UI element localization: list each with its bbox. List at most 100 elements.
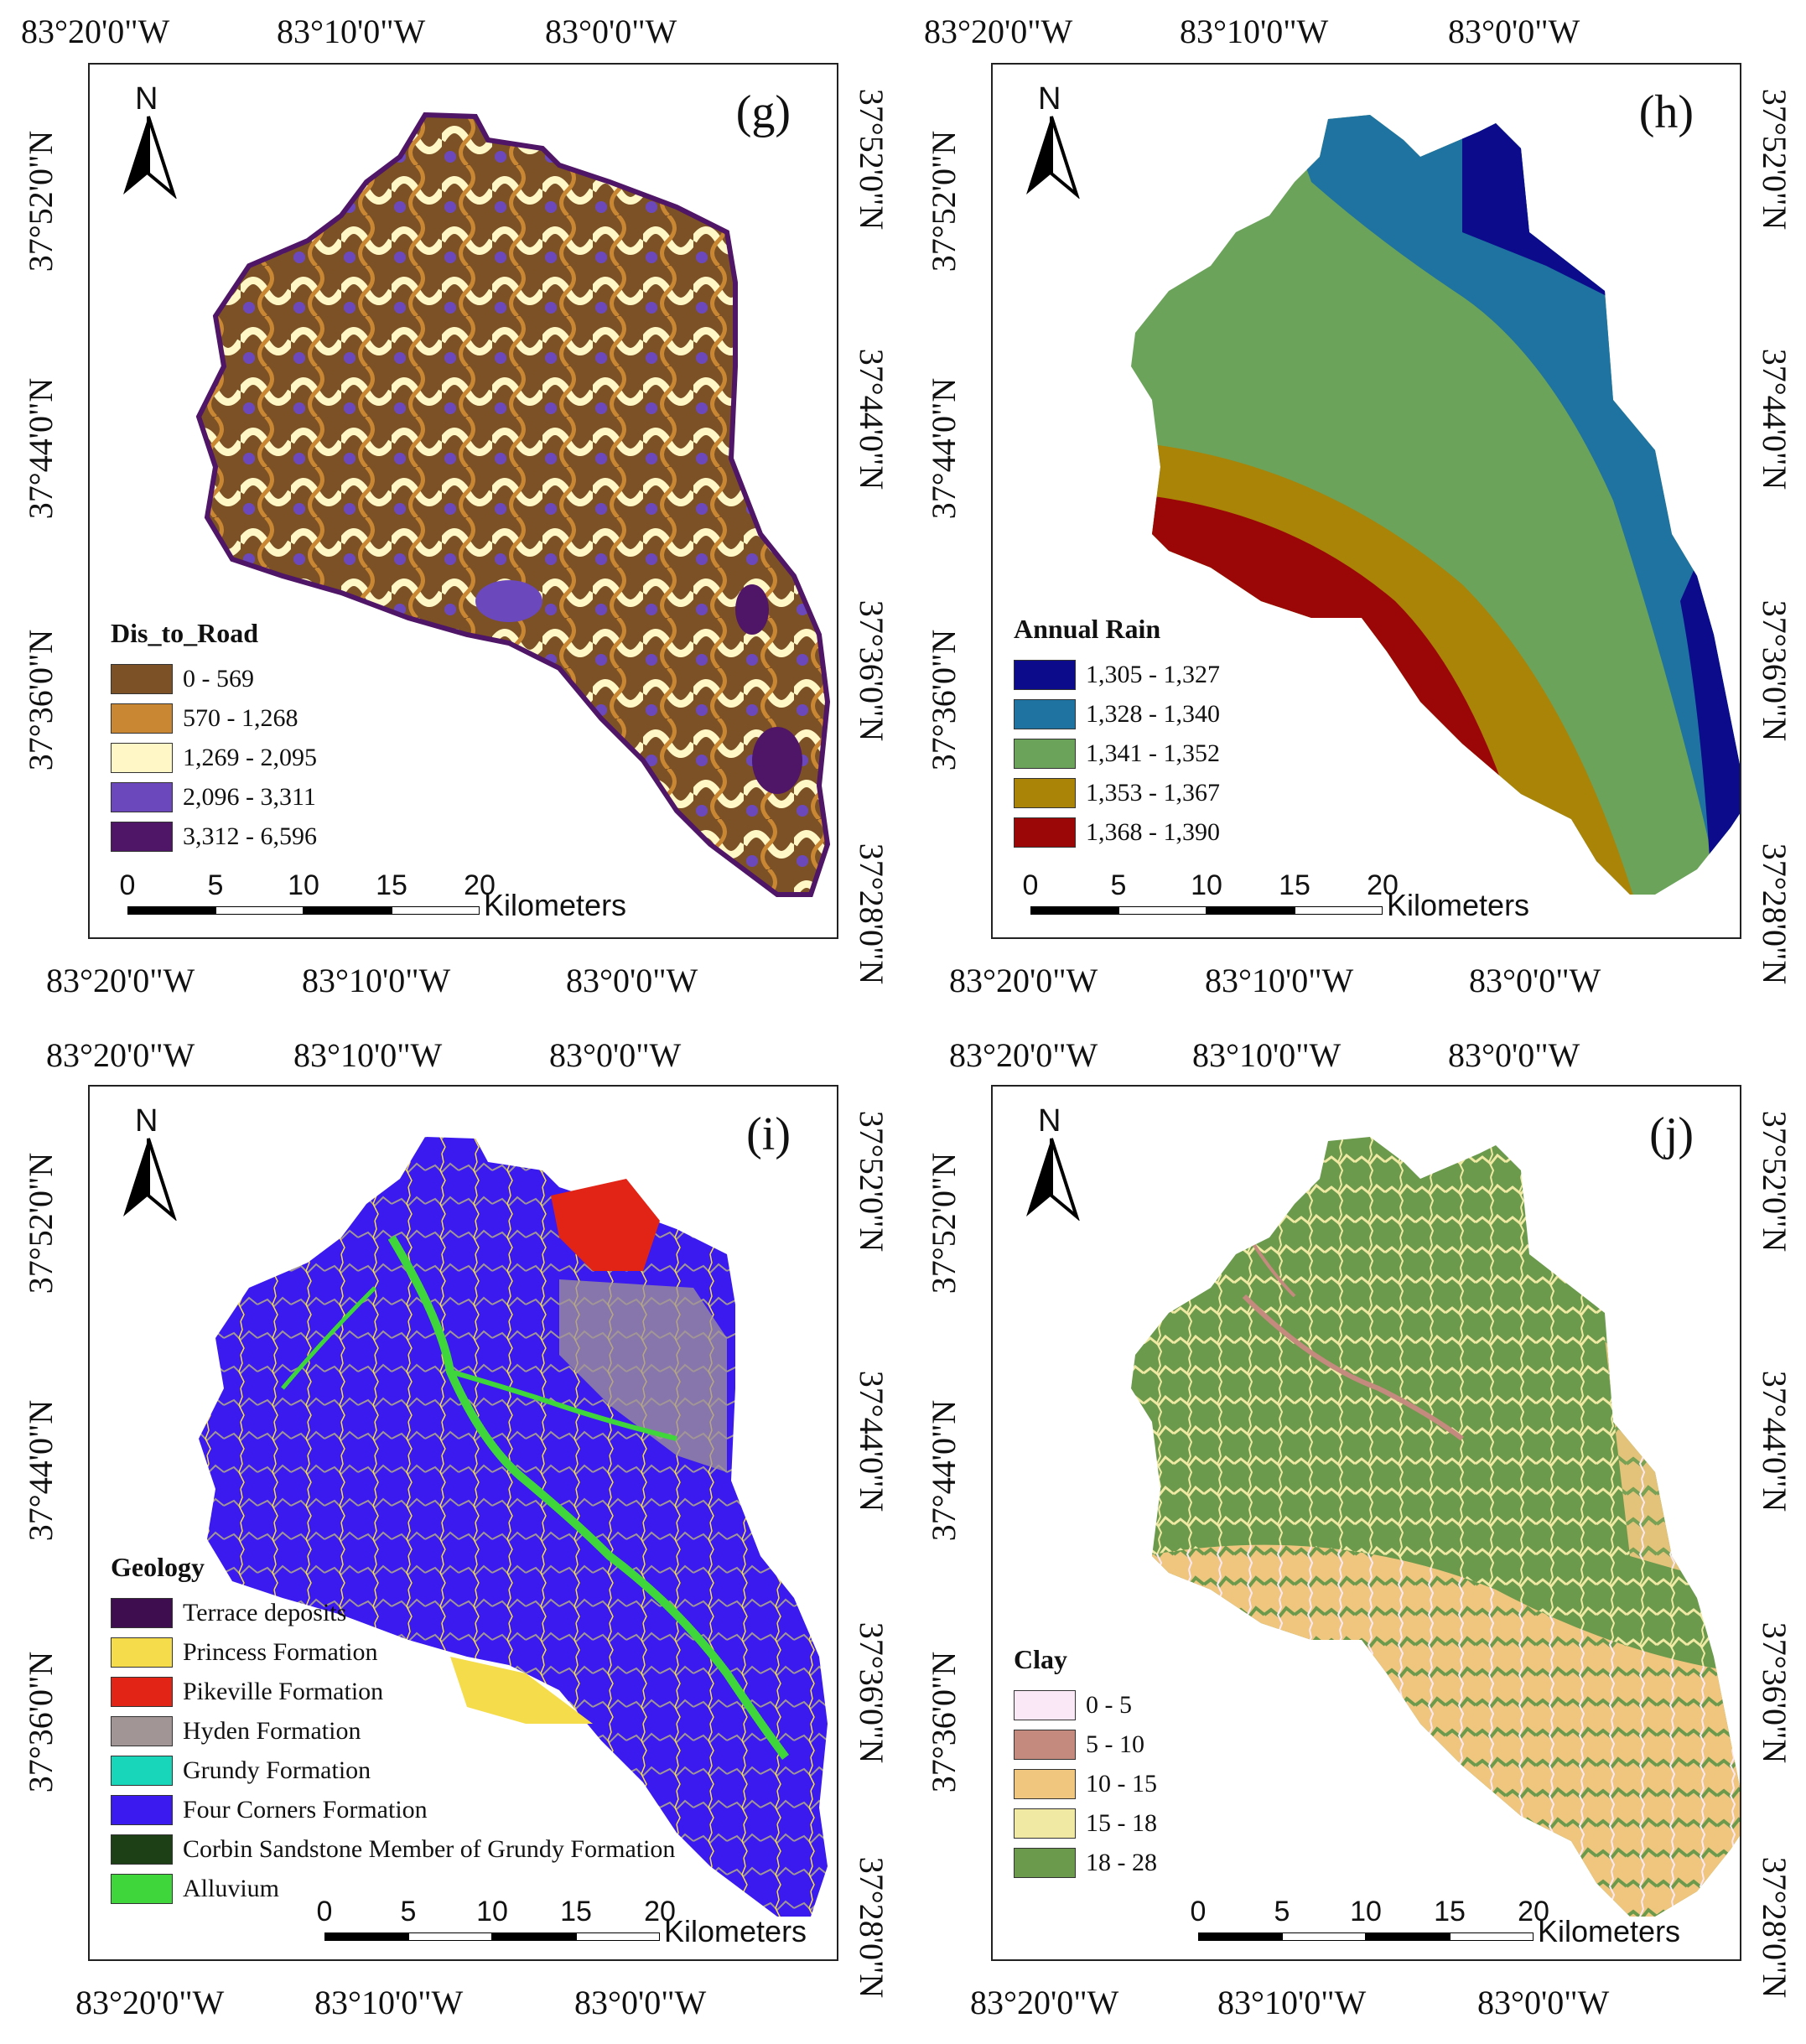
latitude-label: 37°36'0"N <box>1756 599 1794 742</box>
north-arrow-icon <box>123 1138 177 1221</box>
legend-item: 15 - 18 <box>1014 1803 1157 1843</box>
legend: Geology Terrace deposits Princess Format… <box>111 1552 675 1908</box>
legend-title: Clay <box>1014 1644 1067 1674</box>
legend-item: Corbin Sandstone Member of Grundy Format… <box>111 1829 675 1869</box>
longitude-label: 83°0'0"W <box>1448 13 1580 50</box>
hyden-area <box>559 1279 727 1472</box>
map-frame: N (j) Clay 0 - 5 5 - 10 10 - 15 15 - 18 … <box>991 1085 1741 1961</box>
legend-item: 1,341 - 1,352 <box>1014 734 1220 773</box>
legend-item: Princess Formation <box>111 1632 675 1672</box>
north-arrow: N <box>115 81 182 207</box>
legend-item: 0 - 5 <box>1014 1685 1157 1725</box>
longitude-label: 83°20'0"W <box>46 1036 195 1074</box>
panel-letter: (j) <box>1649 1108 1694 1160</box>
panel-j: N (j) Clay 0 - 5 5 - 10 10 - 15 15 - 18 … <box>903 1022 1806 2044</box>
panel-h: N (h) Annual Rain 1,305 - 1,327 1,328 - … <box>903 0 1806 1022</box>
latitude-label: 37°28'0"N <box>853 843 891 985</box>
latitude-label: 37°44'0"N <box>22 1399 60 1542</box>
distance-to-road-map <box>195 112 831 897</box>
longitude-label: 83°10'0"W <box>302 962 451 999</box>
legend-title: Geology <box>111 1552 205 1582</box>
legend: Annual Rain 1,305 - 1,327 1,328 - 1,340 … <box>1014 614 1220 852</box>
longitude-label: 83°10'0"W <box>277 13 426 50</box>
longitude-label: 83°0'0"W <box>549 1036 682 1074</box>
longitude-label: 83°20'0"W <box>924 13 1073 50</box>
legend-item: 1,353 - 1,367 <box>1014 773 1220 812</box>
legend-item: Four Corners Formation <box>111 1790 675 1829</box>
legend-item: Alluvium <box>111 1869 675 1908</box>
north-arrow-icon <box>1026 1138 1080 1221</box>
legend-item: 18 - 28 <box>1014 1843 1157 1882</box>
latitude-label: 37°36'0"N <box>1756 1621 1794 1764</box>
legend-item: Pikeville Formation <box>111 1672 675 1711</box>
north-label: N <box>1038 1103 1061 1139</box>
legend-item: 570 - 1,268 <box>111 698 317 738</box>
latitude-label: 37°36'0"N <box>853 599 891 742</box>
alluvium-river <box>387 1235 790 1760</box>
geology-map <box>199 1137 828 1917</box>
watershed-region <box>195 112 831 897</box>
clay-map <box>1131 1137 1740 1917</box>
legend-title: Annual Rain <box>1014 614 1161 644</box>
panel-letter: (i) <box>746 1108 791 1160</box>
longitude-label: 83°0'0"W <box>566 962 698 999</box>
scale-bar: 0 5 10 15 20 Kilometers <box>316 1896 807 1948</box>
longitude-label: 83°10'0"W <box>293 1036 443 1074</box>
latitude-label: 37°36'0"N <box>22 1651 60 1793</box>
latitude-label: 37°36'0"N <box>925 629 963 771</box>
longitude-label: 83°0'0"W <box>1448 1036 1580 1074</box>
north-arrow: N <box>1018 1103 1085 1229</box>
latitude-label: 37°52'0"N <box>925 130 963 272</box>
legend-item: Terrace deposits <box>111 1593 675 1632</box>
map-frame: N (i) Geology Terrace deposits Princess … <box>88 1085 838 1961</box>
pikeville-area <box>551 1179 660 1271</box>
north-arrow: N <box>1018 81 1085 207</box>
longitude-label: 83°10'0"W <box>314 1984 464 2021</box>
north-arrow: N <box>115 1103 182 1229</box>
scale-bar: 0 5 10 15 20 Kilometers <box>1022 869 1530 922</box>
legend: Dis_to_Road 0 - 569 570 - 1,268 1,269 - … <box>111 618 317 856</box>
legend-item: 1,305 - 1,327 <box>1014 655 1220 694</box>
longitude-label: 83°20'0"W <box>949 962 1098 999</box>
north-arrow-icon <box>1026 116 1080 199</box>
longitude-label: 83°0'0"W <box>1469 962 1601 999</box>
latitude-label: 37°44'0"N <box>925 377 963 520</box>
longitude-label: 83°10'0"W <box>1217 1984 1367 2021</box>
annual-rain-map <box>1131 115 1740 895</box>
legend-item: 1,269 - 2,095 <box>111 738 317 777</box>
map-frame: N (g) Dis_to_Road 0 - 569 570 - 1,268 1,… <box>88 63 838 939</box>
latitude-label: 37°36'0"N <box>853 1621 891 1764</box>
legend: Clay 0 - 5 5 - 10 10 - 15 15 - 18 18 - 2… <box>1014 1644 1157 1882</box>
longitude-label: 83°20'0"W <box>75 1984 225 2021</box>
latitude-label: 37°36'0"N <box>22 629 60 771</box>
longitude-label: 83°20'0"W <box>949 1036 1098 1074</box>
latitude-label: 37°44'0"N <box>22 377 60 520</box>
latitude-label: 37°28'0"N <box>853 1856 891 1999</box>
latitude-label: 37°28'0"N <box>1756 843 1794 985</box>
legend-item: 1,368 - 1,390 <box>1014 812 1220 852</box>
legend-item: Hyden Formation <box>111 1711 675 1751</box>
latitude-label: 37°44'0"N <box>853 1370 891 1512</box>
longitude-label: 83°10'0"W <box>1180 13 1329 50</box>
latitude-label: 37°28'0"N <box>1756 1856 1794 1999</box>
longitude-label: 83°20'0"W <box>21 13 170 50</box>
latitude-label: 37°52'0"N <box>1756 88 1794 231</box>
north-label: N <box>1038 81 1061 117</box>
panel-g: N (g) Dis_to_Road 0 - 569 570 - 1,268 1,… <box>0 0 903 1022</box>
longitude-label: 83°0'0"W <box>574 1984 707 2021</box>
panel-letter: (h) <box>1638 86 1694 138</box>
latitude-label: 37°52'0"N <box>1756 1110 1794 1253</box>
latitude-label: 37°52'0"N <box>925 1152 963 1294</box>
legend-title: Dis_to_Road <box>111 618 259 648</box>
panel-i: N (i) Geology Terrace deposits Princess … <box>0 1022 903 2044</box>
scale-bar: 0 5 10 15 20 Kilometers <box>119 869 627 922</box>
legend-item: 3,312 - 6,596 <box>111 817 317 856</box>
north-arrow-icon <box>123 116 177 199</box>
panel-letter: (g) <box>735 86 791 138</box>
north-label: N <box>135 81 158 117</box>
princess-area <box>450 1657 593 1724</box>
longitude-label: 83°10'0"W <box>1192 1036 1342 1074</box>
latitude-label: 37°44'0"N <box>925 1399 963 1542</box>
latitude-label: 37°52'0"N <box>22 130 60 272</box>
latitude-label: 37°52'0"N <box>22 1152 60 1294</box>
